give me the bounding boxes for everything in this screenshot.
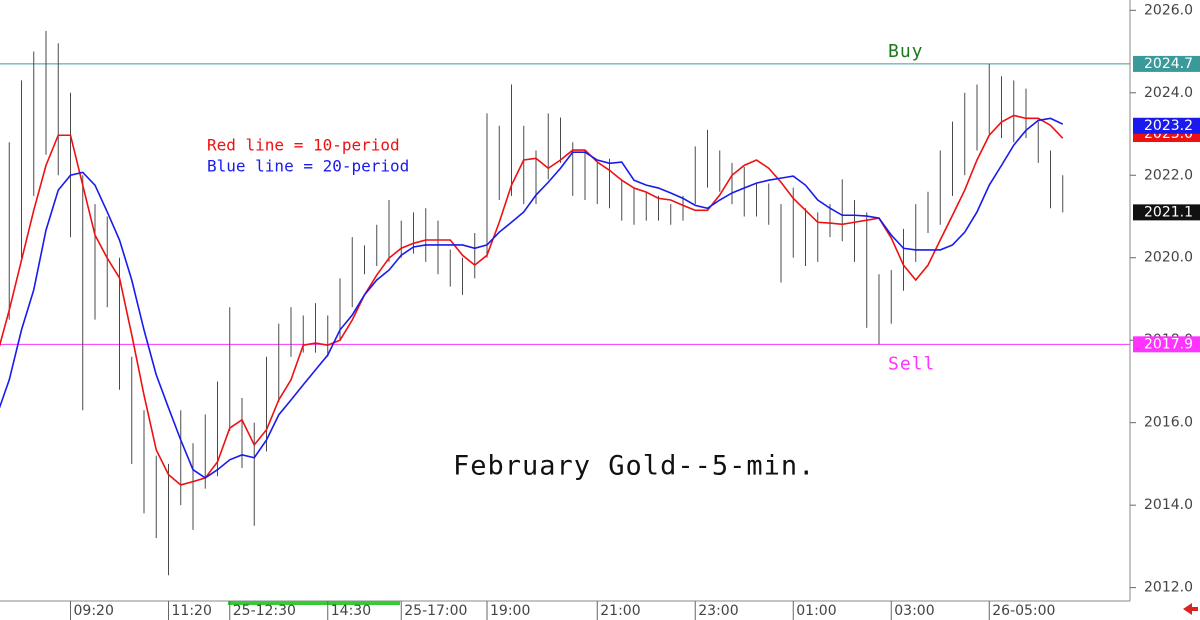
x-tick-label: 26-05:00 (992, 603, 1055, 619)
x-tick-label: 09:20 (74, 603, 114, 619)
x-tick-label: 23:00 (698, 603, 738, 619)
level-label: Sell (888, 353, 935, 374)
legend-entry: Blue line = 20-period (207, 157, 409, 176)
y-tick-label: 2012.0 (1144, 580, 1193, 596)
price-badge (1133, 336, 1200, 353)
x-tick-label: 25-17:00 (404, 603, 467, 619)
level-label: Buy (888, 41, 924, 62)
y-tick-label: 2014.0 (1144, 497, 1193, 513)
price-badge-label: 2024.7 (1144, 56, 1193, 72)
price-badge-label: 2021.1 (1144, 204, 1193, 220)
y-tick-label: 2022.0 (1144, 167, 1193, 183)
x-tick-label: 21:00 (600, 603, 640, 619)
y-tick-label: 2024.0 (1144, 85, 1193, 101)
x-tick-label: 01:00 (796, 603, 836, 619)
legend-entry: Red line = 10-period (207, 136, 400, 155)
price-badge-label: 2017.9 (1144, 336, 1193, 352)
session-bar (228, 601, 400, 605)
y-tick-label: 2026.0 (1144, 2, 1193, 18)
chart-title: February Gold--5-min. (453, 451, 815, 482)
price-badge-label: 2023.2 (1144, 118, 1193, 134)
x-tick-label: 19:00 (490, 603, 530, 619)
x-tick-label: 14:30 (331, 603, 371, 619)
x-tick-label: 11:20 (172, 603, 212, 619)
y-tick-label: 2016.0 (1144, 415, 1193, 431)
ma-line (0, 117, 1064, 479)
x-tick-label: 03:00 (894, 603, 934, 619)
price-badge (1133, 204, 1200, 221)
price-badge (1133, 117, 1200, 134)
scroll-arrow[interactable] (1183, 603, 1198, 615)
ma-line (0, 114, 1064, 486)
y-tick-label: 2020.0 (1144, 250, 1193, 266)
x-tick-label: 25-12:30 (233, 603, 296, 619)
price-badge (1133, 55, 1200, 72)
